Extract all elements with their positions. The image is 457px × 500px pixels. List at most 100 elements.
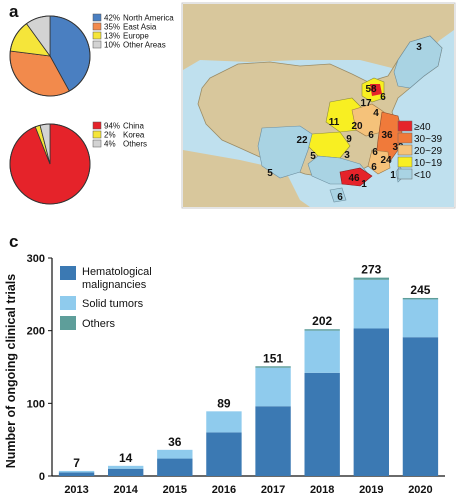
bar-2018-series-2 bbox=[304, 329, 340, 331]
map-legend-swatch-3 bbox=[397, 156, 413, 168]
x-tick-label-2019: 2019 bbox=[359, 484, 383, 496]
pie1-outline bbox=[9, 15, 91, 97]
map-legend-swatch-1 bbox=[397, 132, 413, 144]
bar-legend-swatch-1 bbox=[60, 296, 76, 310]
bar-legend-label-1: Solid tumors bbox=[82, 298, 144, 310]
bar-total-label-2017: 151 bbox=[263, 351, 283, 365]
map-legend-swatch-4 bbox=[397, 168, 413, 180]
bar-2016-series-1 bbox=[206, 411, 242, 433]
map-region-fujian bbox=[367, 149, 391, 175]
map-region-hainan bbox=[329, 187, 347, 203]
map-label-13: 5 bbox=[310, 151, 316, 162]
bar-2017-series-1 bbox=[255, 367, 291, 407]
map-label-4: 4 bbox=[373, 108, 379, 119]
bar-legend-swatch-2 bbox=[60, 316, 76, 330]
pie1-legend-swatch-1 bbox=[92, 22, 102, 31]
y-tick-label-1: 100 bbox=[27, 398, 45, 410]
pie1-legend-percent-0: 42% bbox=[104, 14, 120, 23]
pie1-legend-label-1: East Asia bbox=[123, 23, 157, 32]
map-region-beijing bbox=[370, 84, 382, 96]
bar-total-label-2020: 245 bbox=[410, 283, 430, 297]
panel-c-bar-chart: 0 100 200 300 Number of ongoing clinical tri… bbox=[4, 253, 445, 496]
map-label-15: 24 bbox=[380, 155, 392, 166]
pie2-legend-label-0: China bbox=[123, 122, 144, 131]
pie2-legend-percent-2: 4% bbox=[104, 140, 116, 149]
pie2-legend-swatch-1 bbox=[92, 130, 102, 139]
bar-2015-series-0 bbox=[157, 458, 193, 476]
map-label-0: 3 bbox=[416, 42, 422, 53]
bar-total-label-2016: 89 bbox=[217, 396, 231, 410]
map-legend-label-3: 10~19 bbox=[414, 158, 443, 169]
x-tick-label-2013: 2013 bbox=[64, 484, 88, 496]
pie2-legend-label-1: Korea bbox=[123, 131, 145, 140]
bar-total-label-2019: 273 bbox=[361, 263, 381, 277]
y-tick-label-0: 0 bbox=[39, 471, 45, 483]
map-label-10: 36 bbox=[381, 130, 393, 141]
bar-2020-series-2 bbox=[402, 297, 439, 300]
panel-b-map: 3586174112022963639653246546116 ≥4030~39… bbox=[181, 2, 456, 209]
pie1-legend-percent-2: 13% bbox=[104, 32, 120, 41]
map-region-west bbox=[257, 125, 313, 179]
bar-2014-series-0 bbox=[108, 468, 144, 476]
x-tick-label-2014: 2014 bbox=[113, 484, 138, 496]
map-label-14: 3 bbox=[344, 150, 350, 161]
bar-2013-series-0 bbox=[58, 472, 95, 476]
map-legend-swatch-2 bbox=[397, 144, 413, 156]
pie1-legend-percent-3: 10% bbox=[104, 41, 120, 50]
x-tick-label-2016: 2016 bbox=[212, 484, 236, 496]
bar-legend-label-2: Others bbox=[82, 318, 116, 330]
map-neighbour-north bbox=[183, 4, 454, 70]
map-label-18: 46 bbox=[348, 173, 360, 184]
map-region-northeast bbox=[393, 35, 443, 89]
pie2-outline bbox=[9, 123, 91, 205]
pie1-legend-percent-1: 35% bbox=[104, 23, 120, 32]
map-label-2: 6 bbox=[380, 92, 386, 103]
bar-legend-label-0-line2: malignancies bbox=[82, 279, 147, 291]
map-label-5: 11 bbox=[329, 117, 340, 128]
x-tick-label-2018: 2018 bbox=[310, 484, 334, 496]
pie2-legend-percent-1: 2% bbox=[104, 131, 116, 140]
map-legend-label-4: <10 bbox=[414, 170, 431, 181]
map-label-17: 5 bbox=[267, 168, 273, 179]
bar-2020-series-1 bbox=[402, 299, 439, 338]
pie1-legend-swatch-2 bbox=[92, 31, 102, 40]
bar-legend-label-0-line1: Hematological bbox=[82, 266, 152, 278]
map-label-16: 6 bbox=[371, 162, 377, 173]
map-label-21: 6 bbox=[337, 192, 343, 203]
x-tick-label-2015: 2015 bbox=[163, 484, 187, 496]
bar-2019-series-1 bbox=[353, 279, 389, 329]
bar-total-label-2015: 36 bbox=[168, 435, 182, 449]
pie1-legend-label-2: Europe bbox=[123, 32, 149, 41]
pie2-legend-swatch-2 bbox=[92, 139, 102, 148]
bar-2018-series-0 bbox=[304, 372, 340, 476]
map-legend-label-2: 20~29 bbox=[414, 146, 443, 157]
map-region-east-coast bbox=[375, 111, 403, 165]
pie2-legend-label-2: Others bbox=[123, 140, 147, 149]
bar-2020-series-0 bbox=[402, 337, 439, 476]
bar-2017-series-2 bbox=[255, 366, 291, 368]
map-label-1: 58 bbox=[365, 84, 377, 95]
x-tick-label-2017: 2017 bbox=[261, 484, 285, 496]
map-region-guangdong bbox=[339, 167, 373, 187]
map-legend-label-0: ≥40 bbox=[414, 122, 431, 133]
panel-letter-c: c bbox=[9, 232, 19, 251]
map-neighbour-south bbox=[183, 150, 310, 207]
map-label-19: 1 bbox=[361, 179, 367, 190]
bar-2016-series-0 bbox=[206, 432, 242, 476]
bar-2013-series-1 bbox=[58, 470, 95, 473]
bar-2015-series-1 bbox=[157, 449, 193, 459]
pie1-legend-swatch-3 bbox=[92, 40, 102, 49]
pie2-legend-percent-0: 94% bbox=[104, 122, 120, 131]
map-label-8: 9 bbox=[346, 134, 352, 145]
map-legend-label-1: 30~39 bbox=[414, 134, 443, 145]
map-legend-swatch-0 bbox=[397, 120, 413, 132]
bar-total-label-2018: 202 bbox=[312, 314, 332, 328]
map-label-9: 6 bbox=[368, 130, 374, 141]
y-axis-label: Number of ongoing clinical trials bbox=[4, 274, 18, 469]
map-label-20: 1 bbox=[390, 170, 396, 181]
pie1-legend-swatch-0 bbox=[92, 13, 102, 22]
bar-2019-series-0 bbox=[353, 328, 389, 476]
pie1-legend-label-3: Other Areas bbox=[123, 41, 166, 50]
map-label-7: 22 bbox=[296, 135, 308, 146]
